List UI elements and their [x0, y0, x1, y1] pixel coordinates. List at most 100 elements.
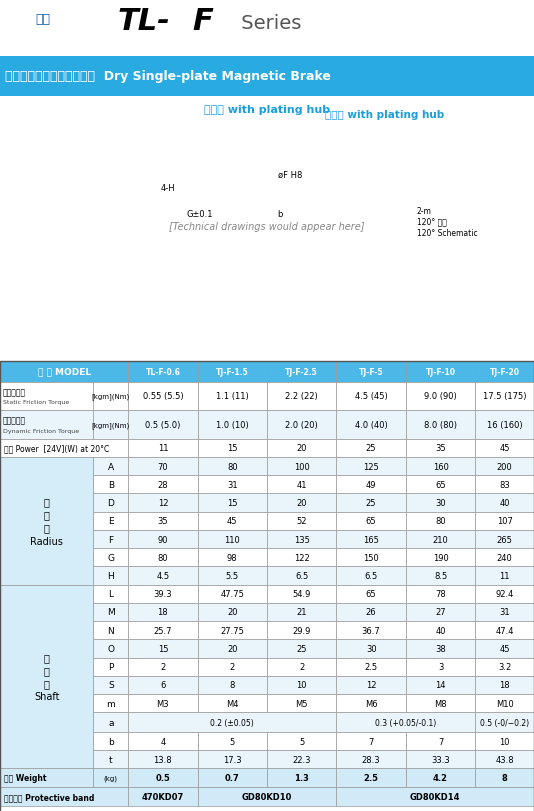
Text: 190: 190 — [433, 553, 449, 562]
Bar — [406, 694, 475, 712]
Text: M6: M6 — [365, 699, 378, 708]
Bar — [267, 475, 336, 494]
Text: P: P — [108, 663, 114, 672]
Bar — [0, 362, 128, 382]
Bar — [128, 457, 198, 475]
Bar — [336, 512, 406, 530]
Bar — [406, 530, 475, 548]
Bar — [198, 410, 267, 440]
Bar — [336, 750, 406, 769]
Bar — [198, 548, 267, 567]
Bar — [0, 382, 93, 410]
Text: 18: 18 — [158, 607, 168, 616]
Text: TJ-F-20: TJ-F-20 — [490, 367, 520, 376]
Text: 125: 125 — [363, 462, 379, 471]
Text: H: H — [107, 571, 114, 580]
Bar — [475, 382, 534, 410]
Text: 6: 6 — [160, 680, 166, 689]
Bar — [267, 732, 336, 750]
Text: 100: 100 — [294, 462, 310, 471]
Bar — [267, 530, 336, 548]
Bar — [475, 548, 534, 567]
Text: E: E — [108, 517, 114, 526]
Bar — [93, 567, 128, 585]
Text: 15: 15 — [227, 499, 238, 508]
Text: 40: 40 — [435, 626, 446, 635]
Bar — [93, 769, 128, 787]
Text: 80: 80 — [158, 553, 168, 562]
Bar — [475, 640, 534, 658]
Bar — [128, 694, 198, 712]
Bar — [128, 603, 198, 621]
Bar — [475, 676, 534, 694]
Text: 乾式單板超薄型電磁煞車器  Dry Single-plate Magnetic Brake: 乾式單板超薄型電磁煞車器 Dry Single-plate Magnetic B… — [5, 71, 331, 84]
Bar — [198, 457, 267, 475]
Text: 31: 31 — [227, 480, 238, 489]
Text: 8.5: 8.5 — [434, 571, 447, 580]
Text: 17.3: 17.3 — [223, 755, 241, 764]
Text: 附導座 with plating hub: 附導座 with plating hub — [204, 105, 330, 115]
Bar — [198, 440, 267, 457]
Bar — [267, 621, 336, 640]
Bar — [267, 494, 336, 512]
Text: 17.5 (175): 17.5 (175) — [483, 392, 527, 401]
Text: b: b — [108, 736, 114, 745]
Text: TJ-F-1.5: TJ-F-1.5 — [216, 367, 249, 376]
Text: 2-m
120° 配置
120° Schematic: 2-m 120° 配置 120° Schematic — [417, 206, 477, 238]
Bar — [198, 640, 267, 658]
Bar — [128, 712, 336, 732]
Bar — [93, 603, 128, 621]
Text: 20: 20 — [227, 607, 238, 616]
Bar — [93, 585, 128, 603]
Text: 15: 15 — [158, 644, 168, 653]
Bar — [267, 750, 336, 769]
Text: 11: 11 — [158, 444, 168, 453]
Text: 20: 20 — [296, 499, 307, 508]
Bar — [198, 732, 267, 750]
Bar — [267, 457, 336, 475]
Text: TJ-F-5: TJ-F-5 — [359, 367, 383, 376]
Bar — [336, 732, 406, 750]
Text: (kg): (kg) — [104, 775, 118, 781]
Text: 動摩擦轉距: 動摩擦轉距 — [3, 416, 26, 425]
Text: 135: 135 — [294, 534, 310, 544]
Text: M5: M5 — [295, 699, 308, 708]
Text: 30: 30 — [435, 499, 446, 508]
Text: A: A — [108, 462, 114, 471]
Bar — [336, 475, 406, 494]
Text: 15: 15 — [227, 444, 238, 453]
Text: 26: 26 — [366, 607, 376, 616]
Text: Series: Series — [235, 14, 301, 32]
Text: N: N — [107, 626, 114, 635]
Text: 7: 7 — [438, 736, 443, 745]
Bar — [198, 769, 267, 787]
Bar — [406, 769, 475, 787]
Bar — [336, 787, 534, 806]
Text: 5.5: 5.5 — [226, 571, 239, 580]
Bar — [475, 410, 534, 440]
Text: 1.1 (11): 1.1 (11) — [216, 392, 249, 401]
Bar — [93, 494, 128, 512]
Bar — [267, 769, 336, 787]
Text: 47.75: 47.75 — [221, 590, 244, 599]
Text: 5: 5 — [230, 736, 235, 745]
Bar — [198, 787, 336, 806]
Text: TJ-F-10: TJ-F-10 — [426, 367, 456, 376]
Bar — [267, 694, 336, 712]
Bar — [128, 362, 198, 382]
Text: TL-F-0.6: TL-F-0.6 — [145, 367, 180, 376]
Text: 4-H: 4-H — [160, 183, 175, 193]
Text: 1.3: 1.3 — [294, 774, 309, 783]
Text: 0.5: 0.5 — [155, 774, 170, 783]
Text: M8: M8 — [434, 699, 447, 708]
Bar — [128, 676, 198, 694]
Text: F: F — [108, 534, 113, 544]
Bar — [198, 494, 267, 512]
Text: O: O — [107, 644, 114, 653]
Text: 80: 80 — [435, 517, 446, 526]
Text: S: S — [108, 680, 114, 689]
Bar — [475, 512, 534, 530]
Bar — [93, 694, 128, 712]
Bar — [336, 694, 406, 712]
Text: 110: 110 — [224, 534, 240, 544]
